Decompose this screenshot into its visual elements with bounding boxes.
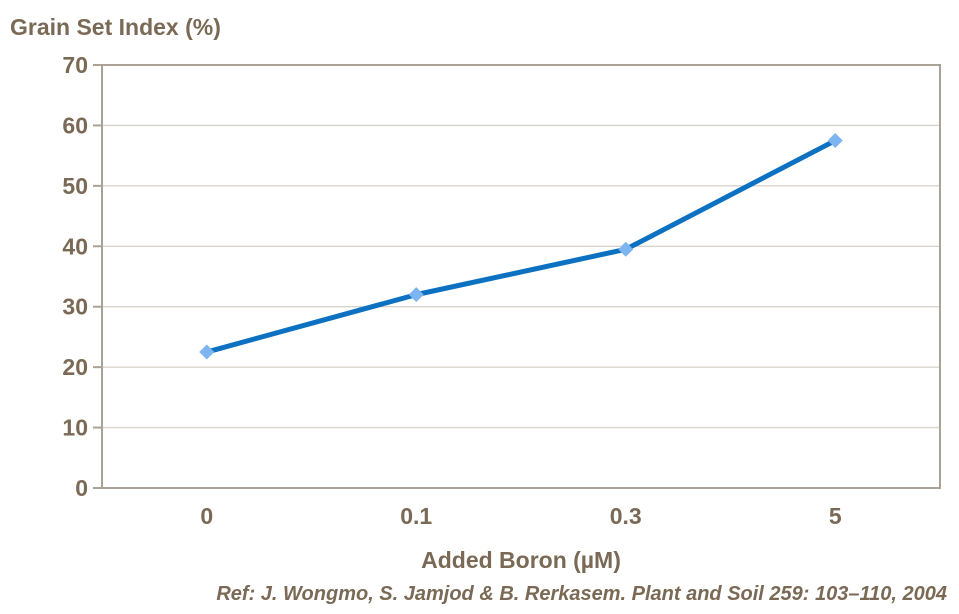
reference-citation: Ref: J. Wongmo, S. Jamjod & B. Rerkasem.…: [216, 583, 947, 605]
data-point-marker: [618, 241, 634, 257]
y-tick-label: 70: [62, 52, 88, 78]
chart-title: Grain Set Index (%): [10, 14, 221, 40]
y-tick-label: 0: [75, 475, 88, 501]
data-series-line: [204, 138, 838, 355]
data-point-marker: [408, 287, 424, 303]
data-point-marker: [827, 133, 843, 149]
y-tick-label: 40: [62, 233, 88, 259]
y-tick-label: 10: [62, 415, 88, 441]
y-tick-label: 20: [62, 354, 88, 380]
data-point-marker: [199, 344, 215, 360]
x-tick-label: 5: [829, 503, 842, 529]
x-tick-label: 0.3: [610, 503, 642, 529]
y-tick-label: 60: [62, 112, 88, 138]
plot-border: [101, 64, 941, 489]
y-tick-label: 30: [62, 294, 88, 320]
y-tick-label: 50: [62, 173, 88, 199]
x-axis-title: Added Boron (µM): [421, 547, 621, 573]
x-tick-label: 0: [200, 503, 213, 529]
x-tick-label: 0.1: [400, 503, 432, 529]
